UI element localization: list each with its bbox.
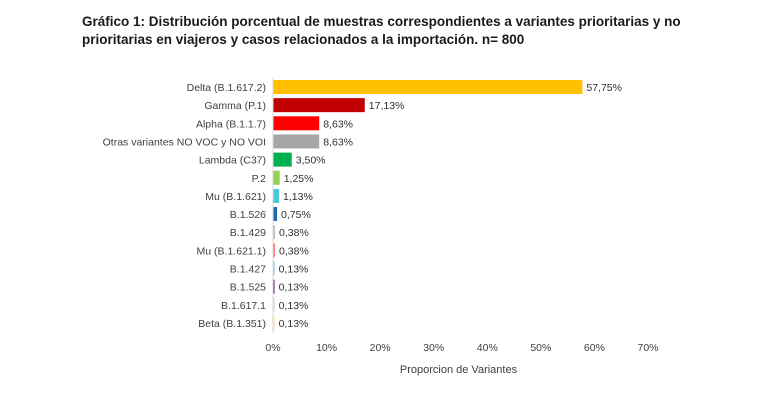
x-tick-label: 60% bbox=[584, 342, 605, 354]
bar bbox=[273, 152, 292, 167]
value-label: 1,13% bbox=[283, 191, 313, 203]
value-label: 17,13% bbox=[369, 100, 405, 112]
value-label: 1,25% bbox=[284, 173, 314, 185]
category-label: P.2 bbox=[252, 173, 267, 185]
value-label: 3,50% bbox=[296, 155, 326, 167]
category-label: Mu (B.1.621.1) bbox=[197, 245, 266, 257]
bar bbox=[273, 279, 275, 294]
x-axis-ticks: 0% 10% 20% 30% 40% 50% 60% 70% bbox=[265, 342, 658, 354]
category-labels: Delta (B.1.617.2) Gamma (P.1) Alpha (B.1.1… bbox=[103, 82, 267, 330]
value-label: 0,38% bbox=[279, 227, 309, 239]
bar bbox=[273, 297, 275, 312]
value-label: 0,13% bbox=[279, 318, 309, 330]
value-label: 8,63% bbox=[323, 136, 353, 148]
x-tick-label: 70% bbox=[637, 342, 658, 354]
category-label: B.1.526 bbox=[230, 209, 266, 221]
value-label: 0,75% bbox=[281, 209, 311, 221]
value-label: 0,13% bbox=[279, 300, 309, 312]
category-label: B.1.427 bbox=[230, 264, 266, 276]
bar bbox=[273, 243, 276, 258]
category-label: B.1.617.1 bbox=[221, 300, 266, 312]
category-label: B.1.429 bbox=[230, 227, 266, 239]
x-axis-title: Proporcion de Variantes bbox=[400, 364, 518, 376]
category-label: Lambda (C37) bbox=[199, 155, 266, 167]
x-tick-label: 10% bbox=[316, 342, 337, 354]
value-label: 0,13% bbox=[279, 264, 309, 276]
value-label: 57,75% bbox=[586, 82, 622, 94]
bar bbox=[273, 207, 278, 222]
chart-title: Gráfico 1: Distribución porcentual de mu… bbox=[82, 14, 681, 47]
bar bbox=[273, 80, 583, 94]
value-label: 8,63% bbox=[323, 118, 353, 130]
bar bbox=[273, 188, 280, 203]
x-tick-label: 30% bbox=[423, 342, 444, 354]
category-label: Gamma (P.1) bbox=[204, 100, 266, 112]
category-label: Beta (B.1.351) bbox=[198, 318, 266, 330]
bar bbox=[273, 315, 275, 330]
value-labels: 57,75% 17,13% 8,63% 8,63% 3,50% 1,25% 1,13% 0,7… bbox=[279, 82, 622, 330]
bar bbox=[273, 170, 280, 185]
bar bbox=[273, 116, 320, 131]
bar bbox=[273, 134, 320, 149]
bar bbox=[273, 261, 275, 276]
value-label: 0,13% bbox=[279, 282, 309, 294]
category-label: Delta (B.1.617.2) bbox=[187, 82, 266, 94]
x-tick-label: 20% bbox=[370, 342, 391, 354]
category-label: Mu (B.1.621) bbox=[205, 191, 266, 203]
category-label: B.1.525 bbox=[230, 282, 266, 294]
bar bbox=[273, 225, 276, 240]
category-label: Alpha (B.1.1.7) bbox=[196, 118, 266, 130]
category-label: Otras variantes NO VOC y NO VOI bbox=[103, 136, 266, 148]
bar bbox=[273, 98, 365, 113]
x-tick-label: 40% bbox=[477, 342, 498, 354]
x-tick-label: 50% bbox=[530, 342, 551, 354]
bars-group bbox=[273, 80, 583, 330]
value-label: 0,38% bbox=[279, 245, 309, 257]
x-tick-label: 0% bbox=[265, 342, 280, 354]
